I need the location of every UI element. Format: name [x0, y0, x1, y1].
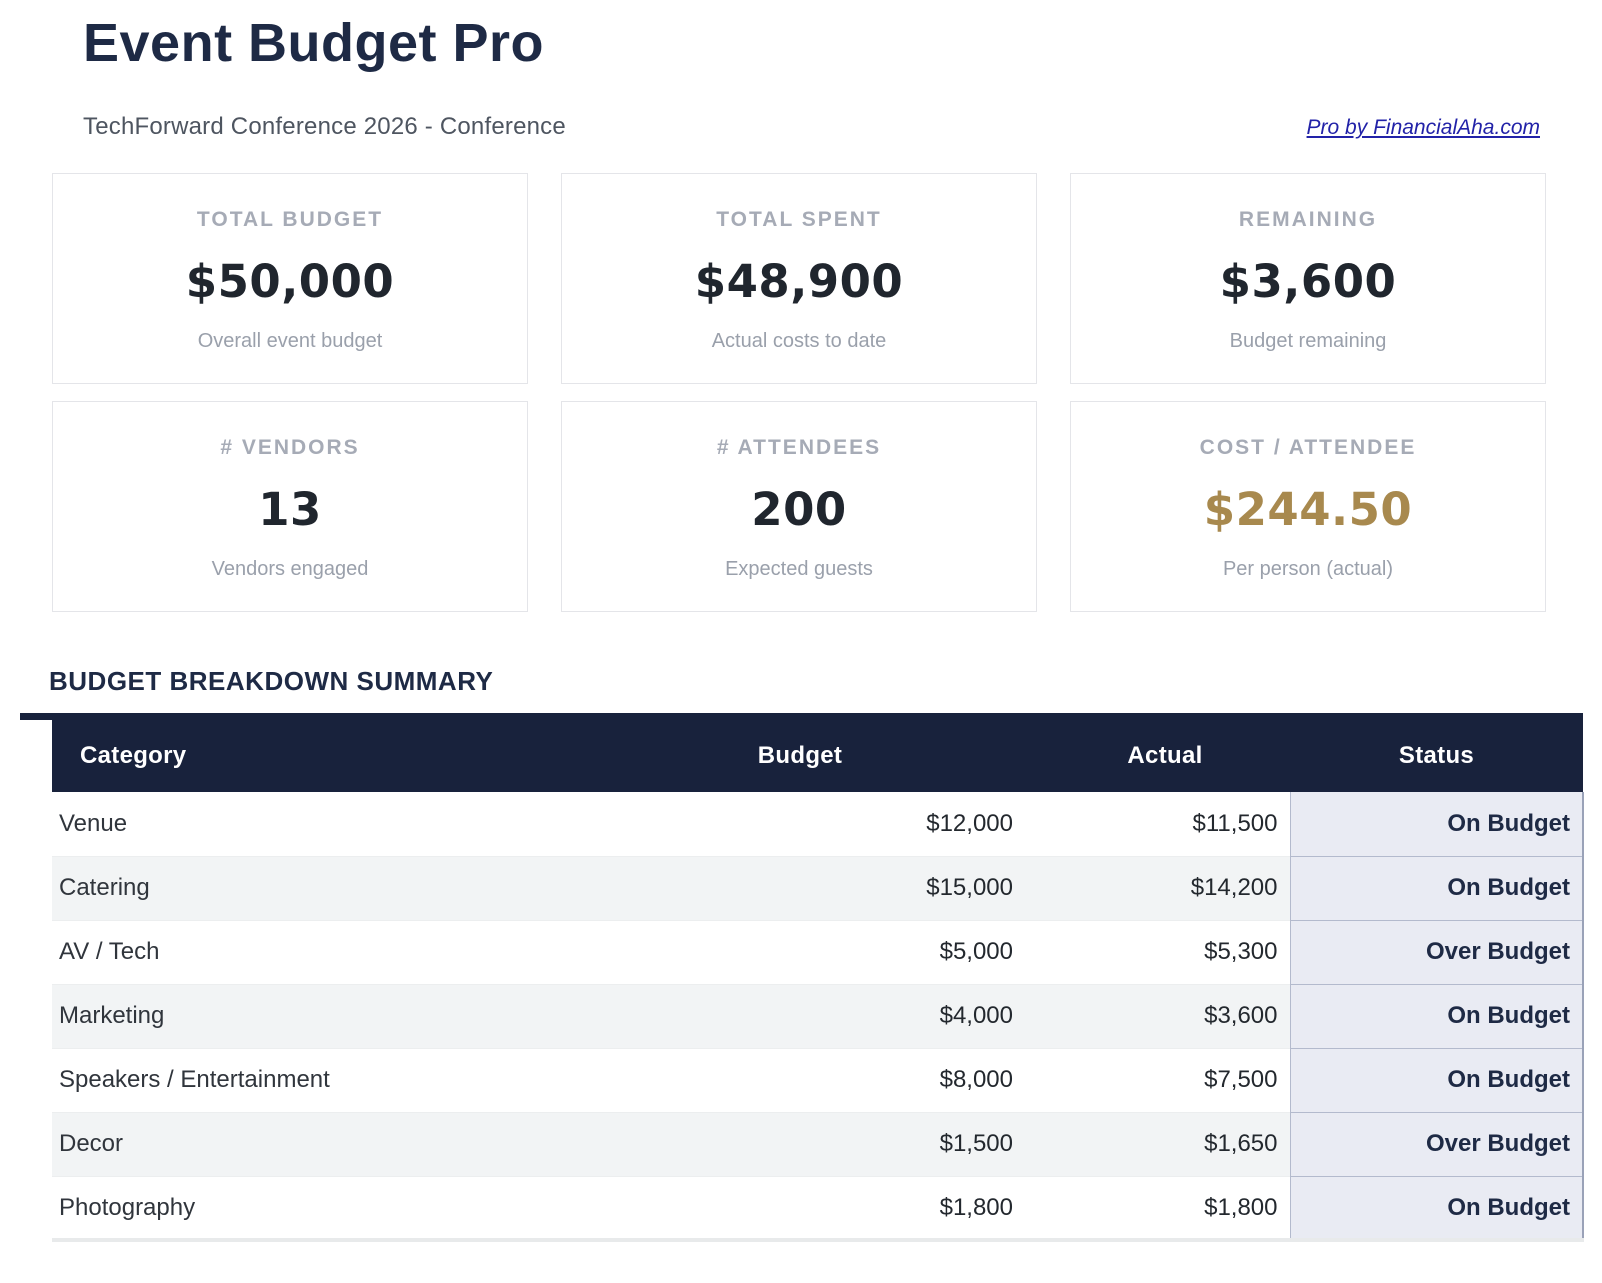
- table-header: Category Budget Actual Status: [52, 720, 1583, 793]
- stat-caption: Vendors engaged: [211, 558, 369, 581]
- stat-value: $50,000: [185, 254, 395, 308]
- stat-caption: Budget remaining: [1229, 330, 1387, 353]
- stat-label: # VENDORS: [220, 436, 360, 460]
- status-cell[interactable]: Over Budget: [1289, 1111, 1584, 1177]
- category-cell: Speakers / Entertainment: [52, 1047, 560, 1113]
- stat-card-total-spent: TOTAL SPENT $48,900 Actual costs to date: [561, 173, 1037, 385]
- status-cell[interactable]: On Budget: [1289, 1175, 1584, 1243]
- actual-cell: $5,300: [1040, 919, 1290, 985]
- stat-caption: Per person (actual): [1222, 558, 1394, 581]
- stat-label: COST / ATTENDEE: [1199, 436, 1417, 460]
- table-row: Speakers / Entertainment $8,000 $7,500 O…: [52, 1047, 1584, 1113]
- actual-cell: $14,200: [1040, 855, 1290, 921]
- table-row: AV / Tech $5,000 $5,300 Over Budget: [52, 919, 1584, 985]
- actual-cell: $3,600: [1040, 983, 1290, 1049]
- stat-label: REMAINING: [1238, 208, 1378, 232]
- table-row: Catering $15,000 $14,200 On Budget: [52, 855, 1584, 921]
- table-row: Marketing $4,000 $3,600 On Budget: [52, 983, 1584, 1049]
- stat-value: 200: [751, 482, 847, 536]
- category-cell: Catering: [52, 855, 560, 921]
- status-cell[interactable]: On Budget: [1289, 1047, 1584, 1113]
- event-subtitle: TechForward Conference 2026 - Conference: [83, 113, 566, 141]
- category-cell: Photography: [52, 1175, 560, 1243]
- stat-card-cost-per-attendee: COST / ATTENDEE $244.50 Per person (actu…: [1070, 401, 1546, 613]
- table-row: Decor $1,500 $1,650 Over Budget: [52, 1111, 1584, 1177]
- stat-card-remaining: REMAINING $3,600 Budget remaining: [1070, 173, 1546, 385]
- budget-cell: $8,000: [560, 1047, 1040, 1113]
- status-cell[interactable]: On Budget: [1289, 855, 1584, 921]
- status-cell[interactable]: On Budget: [1289, 983, 1584, 1049]
- table-top-border: [20, 713, 1583, 721]
- category-cell: AV / Tech: [52, 919, 560, 985]
- column-header-status: Status: [1290, 720, 1583, 793]
- category-cell: Marketing: [52, 983, 560, 1049]
- stat-card-attendees: # ATTENDEES 200 Expected guests: [561, 401, 1037, 613]
- actual-cell: $1,800: [1040, 1175, 1290, 1243]
- stat-label: TOTAL BUDGET: [196, 208, 384, 232]
- section-title-budget-breakdown: BUDGET BREAKDOWN SUMMARY: [49, 666, 494, 697]
- budget-cell: $4,000: [560, 983, 1040, 1049]
- status-cell[interactable]: On Budget: [1289, 792, 1584, 857]
- column-header-actual: Actual: [1040, 720, 1290, 793]
- column-header-budget: Budget: [560, 720, 1040, 793]
- stat-value: $48,900: [694, 254, 904, 308]
- budget-cell: $1,800: [560, 1175, 1040, 1243]
- stat-caption: Expected guests: [725, 558, 873, 581]
- column-header-category: Category: [52, 720, 560, 793]
- category-cell: Venue: [59, 810, 128, 838]
- budget-table-wrapper: Category Budget Actual Status Venue $12,…: [20, 713, 1584, 1243]
- actual-cell: $11,500: [1192, 810, 1278, 838]
- stat-value: $244.50: [1203, 482, 1413, 536]
- actual-cell: $1,650: [1040, 1111, 1290, 1177]
- table-row: Photography $1,800 $1,800 On Budget: [52, 1175, 1584, 1243]
- table-row: Venue $12,000 $11,500 On Budget: [52, 792, 1584, 857]
- stat-value: 13: [258, 482, 322, 536]
- budget-cell: $5,000: [560, 919, 1040, 985]
- stat-card-total-budget: TOTAL BUDGET $50,000 Overall event budge…: [52, 173, 528, 385]
- subheader-row: TechForward Conference 2026 - Conference…: [83, 113, 1540, 141]
- actual-cell: $7,500: [1040, 1047, 1290, 1113]
- status-cell[interactable]: Over Budget: [1289, 919, 1584, 985]
- budget-breakdown-table: Category Budget Actual Status Venue $12,…: [52, 720, 1584, 1243]
- budget-cell: $15,000: [560, 855, 1040, 921]
- stat-value: $3,600: [1219, 254, 1397, 308]
- page-title: Event Budget Pro: [83, 13, 545, 73]
- stat-label: TOTAL SPENT: [716, 208, 882, 232]
- pro-brand-link[interactable]: Pro by FinancialAha.com: [1306, 116, 1540, 140]
- stat-card-vendors: # VENDORS 13 Vendors engaged: [52, 401, 528, 613]
- stats-grid: TOTAL BUDGET $50,000 Overall event budge…: [52, 173, 1546, 613]
- category-cell: Decor: [52, 1111, 560, 1177]
- stat-caption: Overall event budget: [197, 330, 383, 353]
- stat-label: # ATTENDEES: [716, 436, 882, 460]
- budget-cell: $1,500: [560, 1111, 1040, 1177]
- stat-caption: Actual costs to date: [711, 330, 887, 353]
- budget-cell: $12,000: [926, 810, 1013, 838]
- table-body: Venue $12,000 $11,500 On Budget Catering…: [52, 792, 1584, 1243]
